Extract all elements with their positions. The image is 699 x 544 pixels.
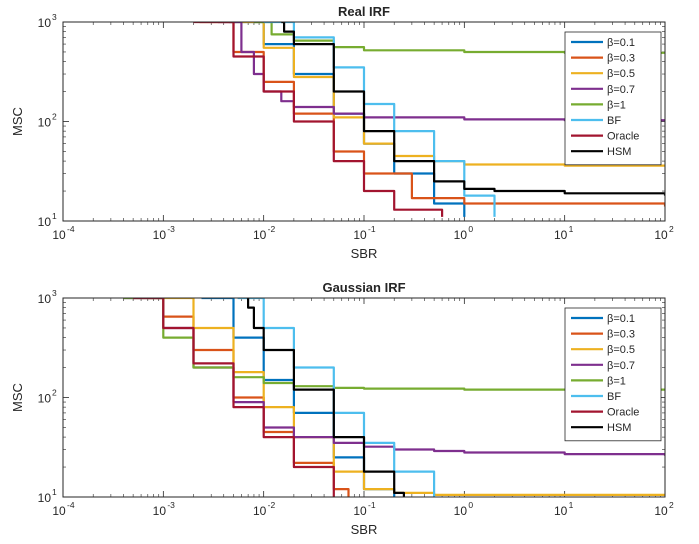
series-line-7 (133, 298, 335, 497)
legend-label: β=0.5 (607, 344, 635, 356)
legend-label: β=1 (607, 99, 626, 111)
x-tick-exponent: -2 (268, 224, 276, 234)
y-tick-exponent: 1 (52, 211, 57, 221)
y-tick-label: 10 (38, 292, 52, 306)
y-tick-exponent: 2 (52, 388, 57, 398)
x-tick-exponent: 2 (669, 224, 674, 234)
y-tick-exponent: 3 (52, 288, 57, 298)
series-line-8 (281, 22, 665, 196)
x-tick-exponent: 0 (468, 224, 473, 234)
x-tick-label: 10 (654, 228, 668, 242)
y-tick-exponent: 1 (52, 487, 57, 497)
x-tick-label: 10 (654, 504, 668, 518)
x-tick-exponent: -1 (368, 224, 376, 234)
series-line-8 (246, 298, 405, 497)
chart-title: Gaussian IRF (322, 280, 405, 295)
legend-label: BF (607, 391, 621, 403)
legend-label: β=0.3 (607, 329, 635, 341)
legend-label: Oracle (607, 131, 639, 143)
chart-panel-2: 10 -4 10 -3 10 -2 10 -1 10 0 10 1 10 210 110 210 3 Gaussi… (10, 280, 674, 537)
x-axis-label: SBR (351, 522, 378, 537)
x-tick-label: 10 (353, 504, 367, 518)
legend-label: β=1 (607, 375, 626, 387)
x-tick-label: 10 (454, 228, 468, 242)
x-tick-exponent: 1 (569, 500, 574, 510)
x-tick-label: 10 (52, 228, 66, 242)
y-axis-label: MSC (10, 383, 25, 412)
x-tick-label: 10 (153, 504, 167, 518)
y-tick-exponent: 2 (52, 112, 57, 122)
series-group (123, 298, 665, 497)
legend-label: β=0.7 (607, 84, 635, 96)
x-tick-label: 10 (353, 228, 367, 242)
x-tick-exponent: -3 (167, 224, 175, 234)
x-tick-exponent: -4 (67, 500, 75, 510)
x-tick-exponent: -3 (167, 500, 175, 510)
x-tick-label: 10 (52, 504, 66, 518)
y-tick-label: 10 (38, 116, 52, 130)
x-tick-label: 10 (253, 504, 267, 518)
x-tick-label: 10 (554, 228, 568, 242)
x-tick-exponent: 1 (569, 224, 574, 234)
legend-label: β=0.5 (607, 68, 635, 80)
axes-box (62, 297, 666, 498)
y-tick-label: 10 (38, 491, 52, 505)
series-group (193, 22, 665, 217)
legend-label: β=0.1 (607, 37, 635, 49)
y-tick-label: 10 (38, 215, 52, 229)
x-tick-label: 10 (253, 228, 267, 242)
chart-panel-1: 10 -4 10 -3 10 -2 10 -1 10 0 10 1 10 210 110 210 3 Real I… (10, 4, 674, 261)
legend: β=0.1 β=0.3 β=0.5 β=0.7 β=1 BF Oracle HSM (564, 31, 662, 166)
legend-label: β=0.1 (607, 313, 635, 325)
x-tick-exponent: 2 (669, 500, 674, 510)
x-tick-label: 10 (554, 504, 568, 518)
y-tick-exponent: 3 (52, 12, 57, 22)
x-tick-exponent: -1 (368, 500, 376, 510)
legend-label: β=0.3 (607, 53, 635, 65)
x-tick-label: 10 (153, 228, 167, 242)
series-line-3 (233, 22, 665, 167)
chart-title: Real IRF (338, 4, 390, 19)
legend-label: HSM (607, 422, 631, 434)
x-tick-exponent: -4 (67, 224, 75, 234)
axes-box (62, 21, 666, 222)
legend-box (564, 31, 662, 166)
series-line-7 (193, 22, 444, 217)
legend-label: Oracle (607, 407, 639, 419)
legend-label: BF (607, 115, 621, 127)
x-tick-exponent: -2 (268, 500, 276, 510)
legend: β=0.1 β=0.3 β=0.5 β=0.7 β=1 BF Oracle HSM (564, 307, 662, 442)
legend-label: β=0.7 (607, 360, 635, 372)
y-axis-label: MSC (10, 107, 25, 136)
y-tick-label: 10 (38, 16, 52, 30)
x-tick-exponent: 0 (468, 500, 473, 510)
legend-label: HSM (607, 146, 631, 158)
x-axis-label: SBR (351, 246, 378, 261)
x-tick-label: 10 (454, 504, 468, 518)
series-line-5 (253, 22, 665, 54)
y-tick-label: 10 (38, 392, 52, 406)
legend-box (564, 307, 662, 442)
